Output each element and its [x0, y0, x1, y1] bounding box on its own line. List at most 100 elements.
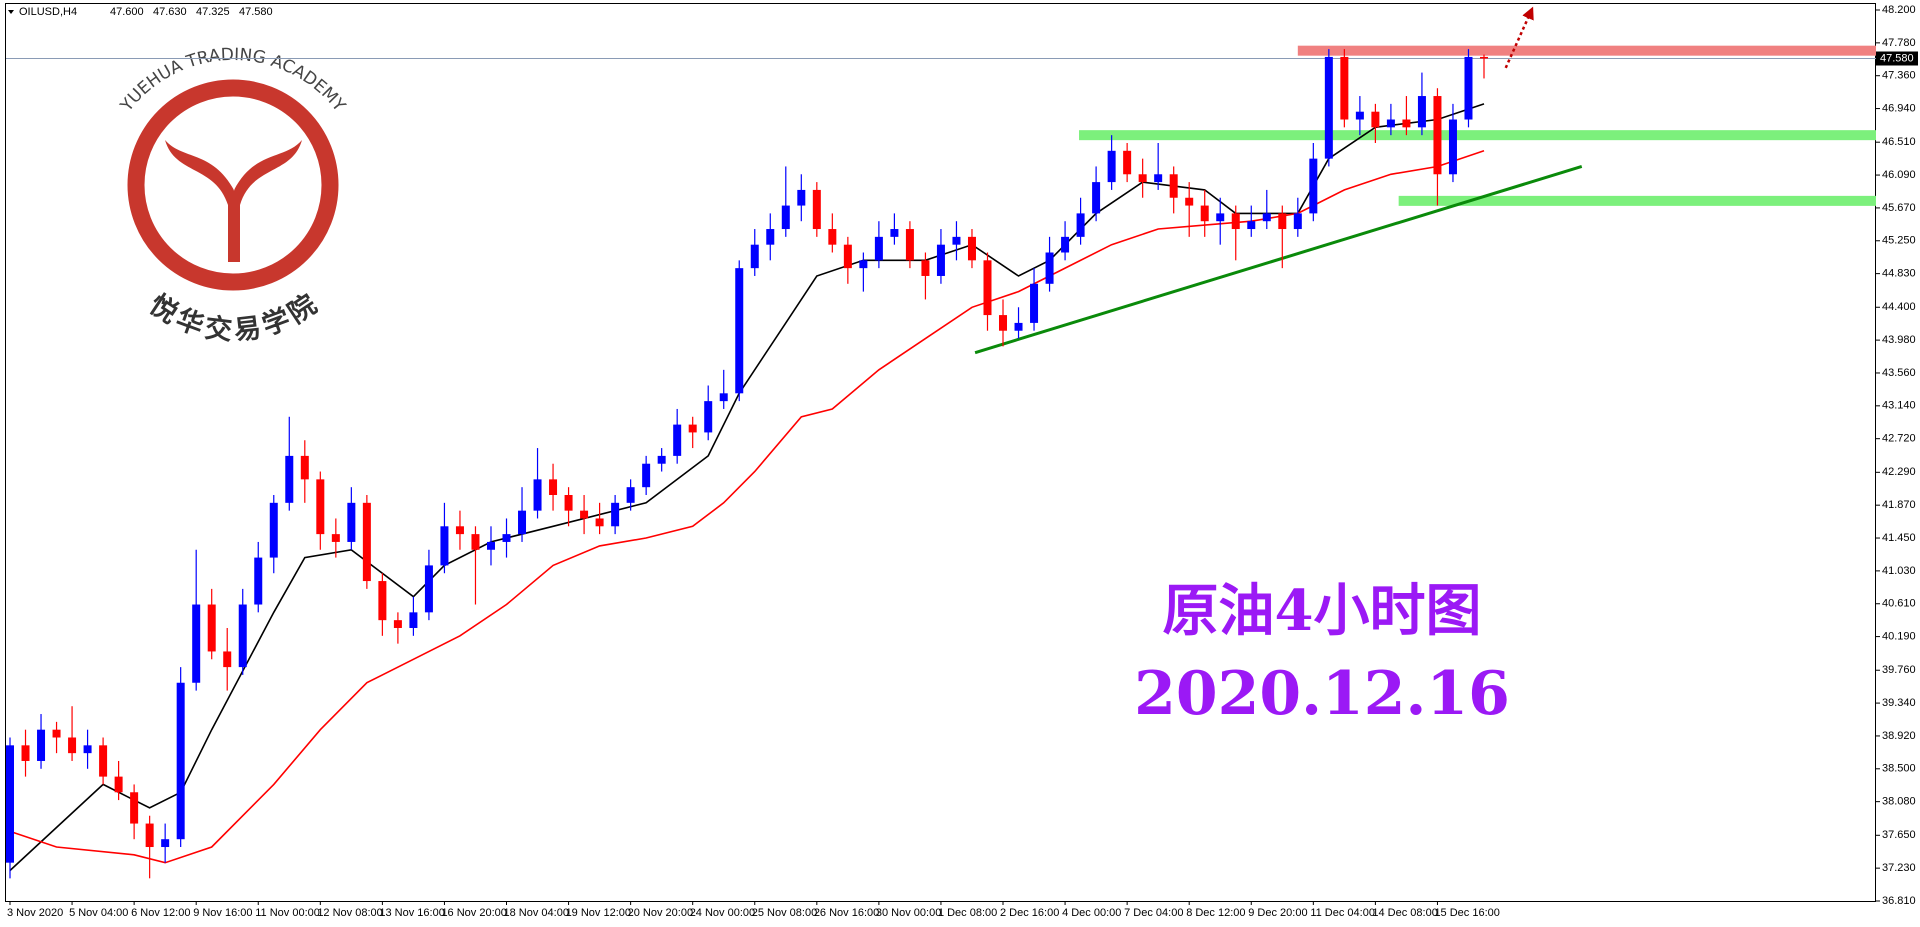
- candle-body: [393, 620, 402, 628]
- x-tick-label: 8 Dec 12:00: [1186, 907, 1245, 919]
- candle-body: [626, 487, 635, 503]
- candle-body: [580, 510, 589, 519]
- x-tick-label: 20 Nov 20:00: [628, 907, 693, 919]
- candle-body: [1386, 119, 1395, 128]
- x-tick-label: 12 Nov 08:00: [317, 907, 382, 919]
- logo-ring: [127, 79, 339, 291]
- candle-body: [1247, 221, 1256, 230]
- y-tick-label: 45.250: [1882, 235, 1916, 247]
- candle-body: [1402, 119, 1411, 128]
- y-tick-label: 38.500: [1882, 763, 1916, 775]
- candle-body: [238, 604, 247, 668]
- candle-body: [983, 260, 992, 316]
- x-tick-label: 19 Nov 12:00: [566, 907, 631, 919]
- y-tick-label: 48.200: [1882, 4, 1916, 16]
- candle-body: [130, 792, 139, 824]
- x-tick-label: 9 Dec 20:00: [1248, 907, 1307, 919]
- candle-body: [145, 823, 154, 848]
- y-tick-label: 43.140: [1882, 400, 1916, 412]
- candle-body: [1169, 174, 1178, 198]
- y-tick-label: 46.090: [1882, 169, 1916, 181]
- y-tick-label: 43.560: [1882, 367, 1916, 379]
- candle-body: [207, 604, 216, 652]
- candle-body: [533, 479, 542, 511]
- candle-body: [1324, 56, 1333, 159]
- annotation-title: 原油4小时图: [1163, 578, 1482, 644]
- candle-body: [967, 236, 976, 261]
- zone: [1398, 195, 1876, 206]
- candle-body: [781, 205, 790, 230]
- zone: [1079, 130, 1876, 141]
- y-tick-label: 45.670: [1882, 202, 1916, 214]
- y-tick-label: 38.080: [1882, 796, 1916, 808]
- candle-body: [657, 455, 666, 464]
- ohlc-header: 47.600 47.630 47.325 47.580: [110, 6, 273, 18]
- y-tick-label: 40.610: [1882, 598, 1916, 610]
- x-tick-label: 24 Nov 00:00: [690, 907, 755, 919]
- candle-body: [114, 776, 123, 793]
- candle-body: [1061, 236, 1070, 253]
- candle-body: [1123, 150, 1132, 175]
- candle-body: [1464, 56, 1473, 120]
- candle-body: [269, 502, 278, 558]
- candle-body: [890, 229, 899, 237]
- candle-body: [99, 745, 108, 777]
- symbol: OILUSD,H4: [19, 6, 77, 18]
- x-tick-label: 7 Dec 04:00: [1124, 907, 1183, 919]
- y-tick-label: 37.650: [1882, 829, 1916, 841]
- y-tick-label: 41.450: [1882, 532, 1916, 544]
- candle-body: [37, 729, 46, 761]
- candle-body: [378, 581, 387, 621]
- candle-body: [176, 682, 185, 840]
- candle-body: [316, 479, 325, 535]
- candle-body: [331, 534, 340, 542]
- candle-body: [843, 244, 852, 269]
- y-tick-label: 42.720: [1882, 433, 1916, 445]
- candle-body: [611, 502, 620, 527]
- y-tick-label: 38.920: [1882, 730, 1916, 742]
- x-tick-label: 13 Nov 16:00: [379, 907, 444, 919]
- x-tick-label: 30 Nov 00:00: [876, 907, 941, 919]
- y-tick-label: 41.870: [1882, 499, 1916, 511]
- candle-body: [1076, 213, 1085, 237]
- candle-body: [735, 268, 744, 394]
- candle-body: [673, 424, 682, 456]
- x-tick-label: 3 Nov 2020: [7, 907, 63, 919]
- candle-body: [1200, 205, 1209, 222]
- candle-body: [812, 189, 821, 230]
- y-tick-label: 44.830: [1882, 268, 1916, 280]
- y-tick-label: 44.400: [1882, 301, 1916, 313]
- candle-body: [1293, 213, 1302, 230]
- x-tick-label: 11 Nov 00:00: [255, 907, 320, 919]
- candle-body: [999, 315, 1008, 331]
- candle-body: [1262, 213, 1271, 222]
- candle-body: [1480, 56, 1488, 59]
- y-tick-label: 41.030: [1882, 565, 1916, 577]
- x-tick-label: 4 Dec 00:00: [1062, 907, 1121, 919]
- x-tick-label: 14 Dec 08:00: [1372, 907, 1437, 919]
- candle-body: [1030, 283, 1039, 323]
- ohlc-value: 47.630: [153, 6, 187, 18]
- candle-body: [1107, 150, 1116, 183]
- logo-mark-line: [194, 148, 273, 191]
- candle-body: [192, 604, 201, 683]
- candle-body: [1216, 213, 1225, 222]
- candle-body: [223, 651, 232, 668]
- candle-body: [564, 495, 573, 511]
- candle-body: [68, 737, 77, 754]
- candle-body: [424, 565, 433, 613]
- price-label: 47.580: [1880, 52, 1914, 64]
- candle-body: [254, 557, 263, 605]
- menu-triangle: [8, 10, 14, 14]
- candle-body: [719, 393, 728, 402]
- candle-body: [766, 229, 775, 245]
- candle-body: [6, 745, 14, 863]
- logo-mark: [165, 140, 302, 262]
- candle-body: [362, 502, 371, 582]
- candle-body: [486, 541, 495, 550]
- candle-body: [161, 839, 170, 848]
- ohlc-value: 47.600: [110, 6, 144, 18]
- ohlc-value: 47.580: [239, 6, 273, 18]
- candle-body: [1014, 322, 1023, 331]
